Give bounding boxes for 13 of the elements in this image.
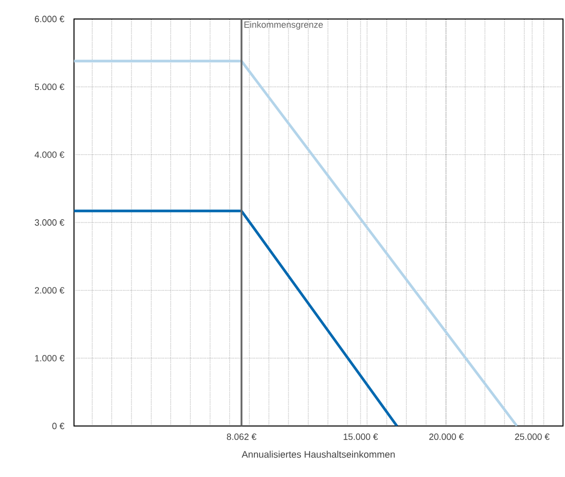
x-tick-label: 20.000 € [429,434,464,440]
x-tick-label: 25.000 € [515,434,550,440]
ref-line-label: Einkommensgrenze [244,21,323,30]
y-tick-label: 2.000 € [34,287,64,294]
y-tick-label: 4.000 € [34,151,64,158]
y-tick-label: 5.000 € [34,84,64,90]
x-tick-label: 8.062 € [226,434,256,440]
x-tick-label: 15.000 € [344,434,378,440]
x-axis-title: Annualisiertes Haushaltseinkommen [242,450,395,458]
y-tick-label: 6.000 € [34,16,64,22]
y-tick-label: 1.000 € [35,354,64,362]
y-tick-label: 3.000 € [34,219,64,226]
y-tick-label: 0 € [52,422,64,430]
